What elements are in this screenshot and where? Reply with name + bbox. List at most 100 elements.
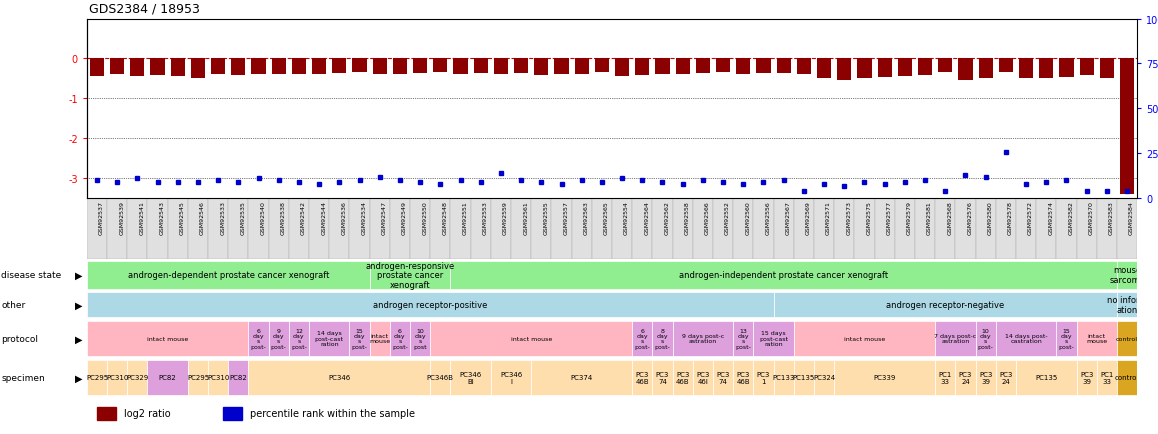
- Bar: [188, 360, 208, 395]
- Text: GSM92539: GSM92539: [119, 201, 124, 234]
- Bar: [915, 199, 936, 260]
- Bar: [147, 360, 188, 395]
- Bar: [793, 199, 814, 260]
- Text: androgen receptor-positive: androgen receptor-positive: [373, 300, 488, 309]
- Bar: [572, 199, 592, 260]
- Text: GSM92562: GSM92562: [665, 201, 669, 234]
- Bar: [87, 360, 107, 395]
- Bar: [431, 199, 450, 260]
- Bar: [936, 360, 955, 395]
- Bar: [87, 199, 107, 260]
- Bar: [97, 407, 116, 420]
- Bar: [1077, 199, 1097, 260]
- Bar: [713, 360, 733, 395]
- Bar: [1036, 199, 1056, 260]
- Text: GSM92561: GSM92561: [523, 201, 528, 234]
- Bar: [1016, 360, 1077, 395]
- Bar: [514, 59, 528, 74]
- Text: 8
day
s
post-: 8 day s post-: [654, 328, 670, 349]
- Bar: [897, 59, 913, 77]
- Bar: [592, 199, 613, 260]
- Text: mouse
sarcoma: mouse sarcoma: [1109, 266, 1145, 284]
- Bar: [211, 59, 225, 75]
- Bar: [733, 199, 754, 260]
- Bar: [936, 321, 975, 356]
- Bar: [272, 59, 286, 75]
- Text: GSM92577: GSM92577: [887, 201, 892, 234]
- Text: GSM92555: GSM92555: [543, 201, 549, 234]
- Bar: [309, 199, 329, 260]
- Bar: [450, 199, 470, 260]
- Text: PC324: PC324: [813, 375, 835, 381]
- Bar: [855, 199, 874, 260]
- Text: 10
day
s
post-: 10 day s post-: [977, 328, 994, 349]
- Text: intact
mouse: intact mouse: [369, 333, 390, 344]
- Bar: [774, 292, 1117, 318]
- Text: PC3
46B: PC3 46B: [676, 372, 689, 384]
- Bar: [673, 199, 692, 260]
- Text: 7 days post-c
astration: 7 days post-c astration: [935, 333, 976, 344]
- Bar: [208, 199, 228, 260]
- Bar: [975, 321, 996, 356]
- Text: GSM92548: GSM92548: [442, 201, 447, 234]
- Bar: [636, 59, 650, 76]
- Bar: [87, 261, 369, 289]
- Bar: [232, 59, 245, 76]
- Text: PC346
BI: PC346 BI: [460, 372, 482, 384]
- Text: 6
day
s
post-: 6 day s post-: [250, 328, 266, 349]
- Bar: [652, 199, 673, 260]
- Bar: [895, 199, 915, 260]
- Text: GSM92575: GSM92575: [866, 201, 872, 234]
- Bar: [228, 360, 249, 395]
- Bar: [837, 59, 851, 81]
- Text: PC1
33: PC1 33: [939, 372, 952, 384]
- Bar: [350, 321, 369, 356]
- Text: ▶: ▶: [75, 334, 82, 343]
- Bar: [754, 321, 793, 356]
- Bar: [87, 292, 774, 318]
- Text: GSM92556: GSM92556: [765, 201, 770, 234]
- Text: GDS2384 / 18953: GDS2384 / 18953: [89, 2, 200, 15]
- Text: intact mouse: intact mouse: [511, 336, 552, 341]
- Text: PC3
46I: PC3 46I: [696, 372, 710, 384]
- Bar: [756, 59, 770, 74]
- Text: PC3
24: PC3 24: [959, 372, 973, 384]
- Text: PC3
74: PC3 74: [717, 372, 730, 384]
- Bar: [1056, 321, 1077, 356]
- Text: GSM92536: GSM92536: [342, 201, 346, 234]
- Bar: [979, 59, 992, 79]
- Bar: [249, 360, 431, 395]
- Bar: [834, 360, 936, 395]
- Text: PC3
74: PC3 74: [655, 372, 669, 384]
- Text: GSM92541: GSM92541: [139, 201, 145, 234]
- Bar: [329, 199, 350, 260]
- Bar: [818, 59, 831, 79]
- Bar: [878, 59, 892, 78]
- Bar: [1056, 199, 1077, 260]
- Bar: [754, 199, 774, 260]
- Bar: [390, 321, 410, 356]
- Text: PC346: PC346: [328, 375, 351, 381]
- Text: GSM92547: GSM92547: [382, 201, 387, 234]
- Text: GSM92584: GSM92584: [1129, 201, 1134, 234]
- Text: GSM92567: GSM92567: [786, 201, 791, 234]
- Bar: [797, 59, 811, 75]
- Bar: [312, 59, 327, 75]
- Text: intact
mouse: intact mouse: [1086, 333, 1107, 344]
- Bar: [918, 59, 932, 76]
- Text: ▶: ▶: [75, 270, 82, 280]
- Text: 10
day
s
post: 10 day s post: [413, 328, 427, 349]
- Bar: [474, 59, 488, 74]
- Bar: [632, 360, 652, 395]
- Bar: [996, 321, 1056, 356]
- Text: PC3
39: PC3 39: [979, 372, 992, 384]
- Bar: [191, 59, 205, 79]
- Text: PC3
46B: PC3 46B: [736, 372, 750, 384]
- Bar: [228, 199, 249, 260]
- Bar: [1120, 59, 1134, 195]
- Text: GSM92552: GSM92552: [725, 201, 730, 234]
- Text: GSM92568: GSM92568: [947, 201, 952, 234]
- Bar: [1100, 59, 1114, 79]
- Bar: [491, 199, 511, 260]
- Text: GSM92578: GSM92578: [1007, 201, 1013, 234]
